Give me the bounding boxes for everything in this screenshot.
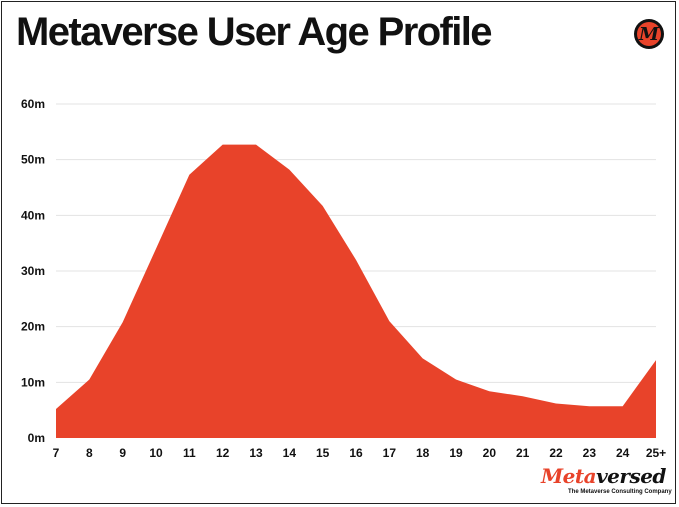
x-tick-label: 8: [86, 446, 93, 460]
x-tick-label: 22: [549, 446, 563, 460]
x-tick-label: 19: [449, 446, 463, 460]
x-tick-label: 24: [616, 446, 630, 460]
y-tick-label: 40m: [21, 208, 45, 222]
x-tick-label: 10: [149, 446, 163, 460]
x-tick-label: 16: [349, 446, 363, 460]
x-tick-label: 7: [53, 446, 60, 460]
x-tick-label: 11: [183, 446, 196, 460]
x-tick-label: 17: [383, 446, 397, 460]
area-series: [56, 144, 656, 439]
x-tick-label: 21: [516, 446, 530, 460]
brand-name-part1: Meta: [541, 464, 597, 488]
chart-title: Metaverse User Age Profile: [16, 10, 493, 54]
x-tick-label: 23: [583, 446, 597, 460]
y-tick-label: 20m: [21, 320, 45, 334]
logo-badge-letter: M: [637, 22, 661, 46]
y-tick-label: 50m: [21, 153, 45, 167]
x-tick-label: 13: [249, 446, 263, 460]
y-tick-label: 60m: [21, 97, 45, 111]
brand-logo: Metaversed: [541, 464, 666, 488]
brand-tagline: The Metaverse Consulting Company: [568, 489, 672, 495]
x-tick-label: 9: [119, 446, 126, 460]
y-tick-label: 10m: [21, 375, 45, 389]
x-tick-label: 15: [316, 446, 330, 460]
x-tick-label: 18: [416, 446, 430, 460]
x-tick-label: 20: [483, 446, 497, 460]
y-tick-label: 30m: [21, 264, 45, 278]
logo-badge-icon: M: [634, 19, 664, 49]
x-tick-label: 12: [216, 446, 230, 460]
brand-name-part2: versed: [596, 464, 666, 488]
x-tick-label: 14: [283, 446, 297, 460]
x-tick-label: 25+: [646, 446, 666, 460]
y-tick-label: 0m: [28, 431, 45, 445]
